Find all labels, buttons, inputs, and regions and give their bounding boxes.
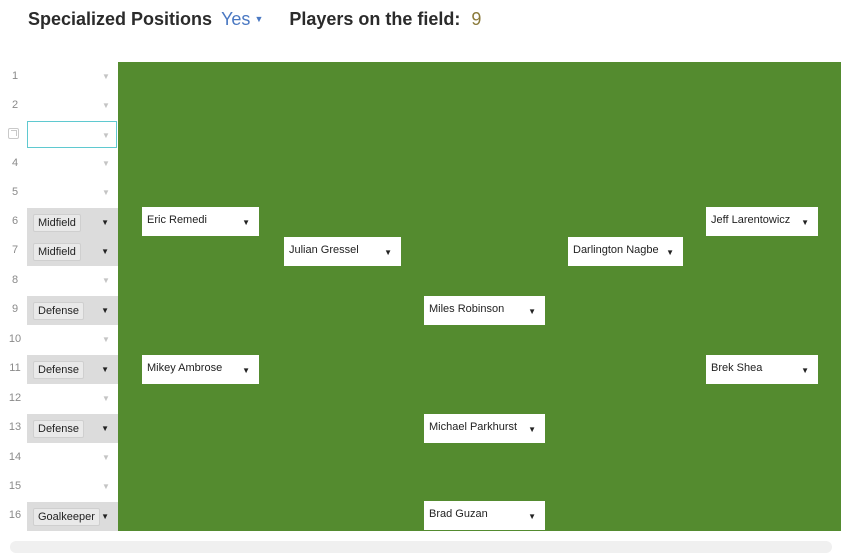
player-name: Julian Gressel xyxy=(289,244,359,256)
horizontal-scrollbar[interactable] xyxy=(10,541,832,553)
position-select[interactable]: Defense ▼ xyxy=(27,414,118,443)
row-number: 6 xyxy=(11,215,19,227)
player-name: Brad Guzan xyxy=(429,508,488,520)
row-8: 8 ▼ xyxy=(0,266,118,295)
player-select-jeff-larentowicz[interactable]: Jeff Larentowicz ▼ xyxy=(706,207,818,236)
chevron-down-icon: ▼ xyxy=(666,248,674,257)
position-select[interactable]: Goalkeeper ▼ xyxy=(27,502,118,531)
position-tag: Midfield xyxy=(33,243,81,261)
chevron-down-icon[interactable]: ▼ xyxy=(102,335,110,344)
position-select[interactable]: Midfield ▼ xyxy=(27,208,118,237)
chevron-down-icon: ▼ xyxy=(101,306,109,315)
chevron-down-icon: ▼ xyxy=(801,366,809,375)
row-number: 5 xyxy=(11,186,19,198)
player-select-mikey-ambrose[interactable]: Mikey Ambrose ▼ xyxy=(142,355,259,384)
row-number: 8 xyxy=(11,274,19,286)
position-tag: Defense xyxy=(33,302,84,320)
row-7: 7 Midfield ▼ xyxy=(0,236,118,266)
chevron-down-icon: ▼ xyxy=(101,424,109,433)
chevron-down-icon: ▼ xyxy=(254,14,264,24)
player-name: Jeff Larentowicz xyxy=(711,214,791,226)
chevron-down-icon: ▼ xyxy=(384,248,392,257)
chevron-down-icon: ▼ xyxy=(101,512,109,521)
position-select[interactable]: Defense ▼ xyxy=(27,296,118,325)
chevron-down-icon: ▼ xyxy=(242,366,250,375)
row-number: 1 xyxy=(11,70,19,82)
chevron-down-icon: ▼ xyxy=(242,218,250,227)
chevron-down-icon[interactable]: ▼ xyxy=(102,276,110,285)
row-13: 13 Defense ▼ xyxy=(0,413,118,443)
row-number: 9 xyxy=(11,303,19,315)
header: Specialized Positions Yes ▼ Players on t… xyxy=(28,6,481,32)
row-4: 4 ▼ xyxy=(0,149,118,178)
player-name: Darlington Nagbe xyxy=(573,244,659,256)
row-number: 11 xyxy=(9,362,21,374)
chevron-down-icon[interactable]: ▼ xyxy=(102,188,110,197)
row-6: 6 Midfield ▼ xyxy=(0,207,118,237)
row-number: 15 xyxy=(8,480,22,492)
row-number: 12 xyxy=(8,392,22,404)
player-name: Mikey Ambrose xyxy=(147,362,223,374)
position-tag: Defense xyxy=(33,420,84,438)
player-select-brek-shea[interactable]: Brek Shea ▼ xyxy=(706,355,818,384)
chevron-down-icon: ▼ xyxy=(528,512,536,521)
row-number: 4 xyxy=(11,157,19,169)
row-2: 2 ▼ xyxy=(0,91,118,120)
chevron-down-icon: ▼ xyxy=(101,247,109,256)
position-select[interactable]: Defense ▼ xyxy=(27,355,118,384)
player-select-darlington-nagbe[interactable]: Darlington Nagbe ▼ xyxy=(568,237,683,266)
chevron-down-icon[interactable]: ▼ xyxy=(102,159,110,168)
row-14: 14 ▼ xyxy=(0,443,118,472)
specialized-positions-dropdown[interactable]: Yes ▼ xyxy=(221,9,263,30)
row-number: 16 xyxy=(8,509,22,521)
row-16: 16 Goalkeeper ▼ xyxy=(0,501,118,531)
row-3: ▼ xyxy=(0,120,118,149)
player-select-julian-gressel[interactable]: Julian Gressel ▼ xyxy=(284,237,401,266)
chevron-down-icon[interactable]: ▼ xyxy=(102,101,110,110)
position-tag: Defense xyxy=(33,361,84,379)
chevron-down-icon[interactable]: ▼ xyxy=(102,453,110,462)
position-select[interactable]: Midfield ▼ xyxy=(27,237,118,266)
external-link-icon[interactable] xyxy=(8,128,19,139)
player-name: Eric Remedi xyxy=(147,214,207,226)
player-name: Brek Shea xyxy=(711,362,763,374)
players-on-field-label: Players on the field: xyxy=(289,8,461,29)
soccer-field: Eric Remedi ▼ Julian Gressel ▼ Darlingto… xyxy=(118,62,841,531)
row-number: 14 xyxy=(8,451,22,463)
player-name: Michael Parkhurst xyxy=(429,421,518,433)
row-12: 12 ▼ xyxy=(0,384,118,413)
chevron-down-icon[interactable]: ▼ xyxy=(102,394,110,403)
players-on-field-count: 9 xyxy=(471,8,482,29)
chevron-down-icon: ▼ xyxy=(101,365,109,374)
row-10: 10 ▼ xyxy=(0,325,118,354)
row-1: 1 ▼ xyxy=(0,62,118,91)
player-name: Miles Robinson xyxy=(429,303,505,315)
row-number: 10 xyxy=(8,333,22,345)
chevron-down-icon: ▼ xyxy=(102,131,110,140)
position-tag: Midfield xyxy=(33,214,81,232)
row-number: 7 xyxy=(11,244,19,256)
chevron-down-icon: ▼ xyxy=(528,307,536,316)
row-11: 11 Defense ▼ xyxy=(0,354,118,384)
chevron-down-icon: ▼ xyxy=(101,218,109,227)
player-select-miles-robinson[interactable]: Miles Robinson ▼ xyxy=(424,296,545,325)
row-number: 2 xyxy=(11,99,19,111)
chevron-down-icon: ▼ xyxy=(528,425,536,434)
position-tag: Goalkeeper xyxy=(33,508,100,526)
row-number: 13 xyxy=(8,421,22,433)
player-select-eric-remedi[interactable]: Eric Remedi ▼ xyxy=(142,207,259,236)
row-9: 9 Defense ▼ xyxy=(0,295,118,325)
chevron-down-icon: ▼ xyxy=(801,218,809,227)
player-select-brad-guzan[interactable]: Brad Guzan ▼ xyxy=(424,501,545,530)
chevron-down-icon[interactable]: ▼ xyxy=(102,72,110,81)
position-select-empty[interactable]: ▼ xyxy=(27,121,117,148)
chevron-down-icon[interactable]: ▼ xyxy=(102,482,110,491)
row-5: 5 ▼ xyxy=(0,178,118,207)
specialized-positions-label: Specialized Positions xyxy=(28,8,213,29)
player-select-michael-parkhurst[interactable]: Michael Parkhurst ▼ xyxy=(424,414,545,443)
row-15: 15 ▼ xyxy=(0,472,118,501)
specialized-positions-value: Yes xyxy=(221,8,251,29)
